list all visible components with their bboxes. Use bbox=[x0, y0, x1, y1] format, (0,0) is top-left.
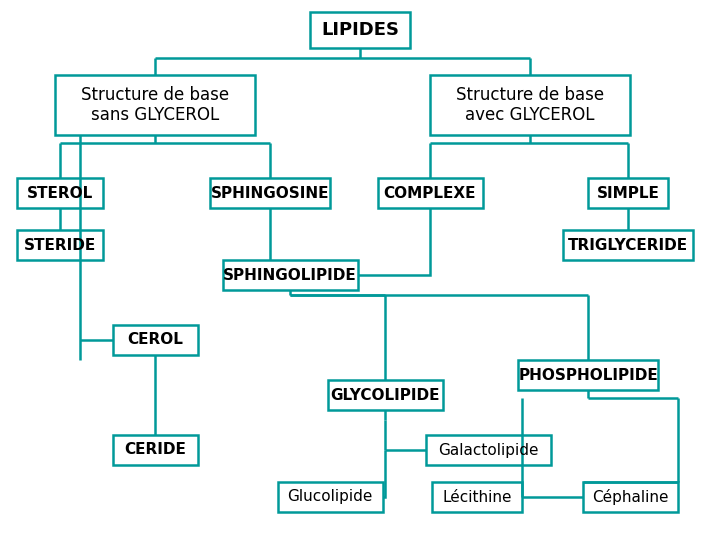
Text: STERIDE: STERIDE bbox=[24, 238, 96, 253]
Text: Glucolipide: Glucolipide bbox=[287, 489, 373, 504]
FancyBboxPatch shape bbox=[112, 435, 197, 465]
Text: SPHINGOLIPIDE: SPHINGOLIPIDE bbox=[223, 267, 357, 282]
FancyBboxPatch shape bbox=[582, 482, 678, 512]
Text: LIPIDES: LIPIDES bbox=[321, 21, 399, 39]
Text: COMPLEXE: COMPLEXE bbox=[384, 186, 476, 200]
FancyBboxPatch shape bbox=[563, 230, 693, 260]
FancyBboxPatch shape bbox=[430, 75, 630, 135]
Text: CERIDE: CERIDE bbox=[124, 442, 186, 457]
Text: Structure de base
avec GLYCEROL: Structure de base avec GLYCEROL bbox=[456, 86, 604, 124]
Text: GLYCOLIPIDE: GLYCOLIPIDE bbox=[330, 388, 440, 402]
FancyBboxPatch shape bbox=[222, 260, 358, 290]
Text: PHOSPHOLIPIDE: PHOSPHOLIPIDE bbox=[518, 368, 658, 382]
Text: TRIGLYCERIDE: TRIGLYCERIDE bbox=[568, 238, 688, 253]
FancyBboxPatch shape bbox=[210, 178, 330, 208]
FancyBboxPatch shape bbox=[518, 360, 658, 390]
Text: Lécithine: Lécithine bbox=[442, 489, 512, 504]
Text: Céphaline: Céphaline bbox=[592, 489, 668, 505]
Text: Structure de base
sans GLYCEROL: Structure de base sans GLYCEROL bbox=[81, 86, 229, 124]
Text: CEROL: CEROL bbox=[127, 333, 183, 348]
FancyBboxPatch shape bbox=[277, 482, 382, 512]
FancyBboxPatch shape bbox=[328, 380, 443, 410]
Text: SPHINGOSINE: SPHINGOSINE bbox=[211, 186, 329, 200]
FancyBboxPatch shape bbox=[588, 178, 668, 208]
FancyBboxPatch shape bbox=[432, 482, 522, 512]
Text: Galactolipide: Galactolipide bbox=[438, 442, 539, 457]
FancyBboxPatch shape bbox=[55, 75, 255, 135]
FancyBboxPatch shape bbox=[112, 325, 197, 355]
Text: SIMPLE: SIMPLE bbox=[597, 186, 660, 200]
FancyBboxPatch shape bbox=[377, 178, 482, 208]
FancyBboxPatch shape bbox=[17, 230, 103, 260]
FancyBboxPatch shape bbox=[17, 178, 103, 208]
FancyBboxPatch shape bbox=[426, 435, 551, 465]
Text: STEROL: STEROL bbox=[27, 186, 93, 200]
FancyBboxPatch shape bbox=[310, 12, 410, 48]
